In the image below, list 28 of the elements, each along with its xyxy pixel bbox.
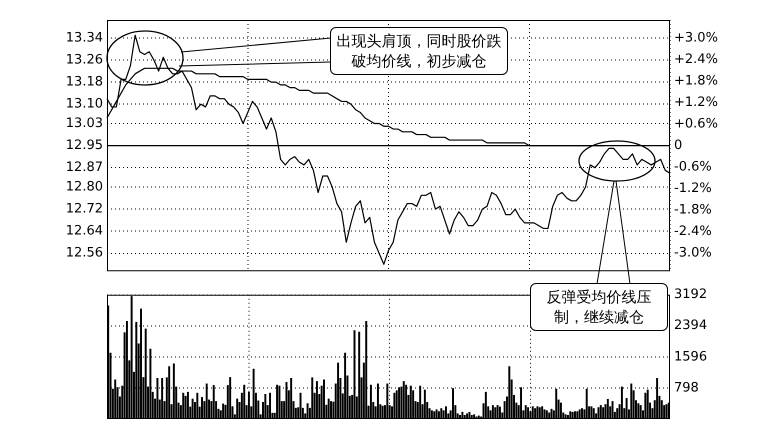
annotation: 出现头肩顶，同时股价跌破均价线，初步减仓 [330,27,508,75]
y-tick-label: 13.10 [66,96,103,112]
y-tick-label: 12.56 [66,246,103,261]
y-tick-label: 12.64 [66,224,103,239]
y2-tick-label: +1.2% [674,95,718,110]
y-tick-label: 2394 [674,318,708,334]
y2-tick-label: +1.8% [674,74,718,89]
annotation: 反弹受均价线压制，继续减仓 [530,283,668,331]
y2-tick-label: +3.0% [674,30,718,46]
y-tick-label: 13.34 [66,30,103,46]
y2-tick-label: -1.2% [674,180,712,196]
y-tick-label: 13.03 [66,116,103,131]
y2-tick-label: +0.6% [674,116,718,132]
y-tick-label: 3192 [674,287,708,302]
y2-tick-label: -3.0% [674,245,712,260]
y2-tick-label: -0.6% [674,159,712,174]
y-tick-label: 12.95 [66,138,103,153]
y-tick-label: 13.18 [66,74,103,90]
y2-tick-label: -1.8% [674,202,712,218]
y-tick-label: 13.26 [66,52,103,68]
y-tick-label: 12.87 [66,160,103,176]
y-tick-label: 798 [674,380,699,396]
y2-tick-label: 0 [674,138,682,153]
y2-tick-label: -2.4% [674,224,712,239]
y2-tick-label: +2.4% [674,52,718,68]
y-tick-label: 12.80 [66,179,103,194]
y-tick-label: 12.72 [66,201,103,216]
y-tick-label: 1596 [674,349,708,364]
